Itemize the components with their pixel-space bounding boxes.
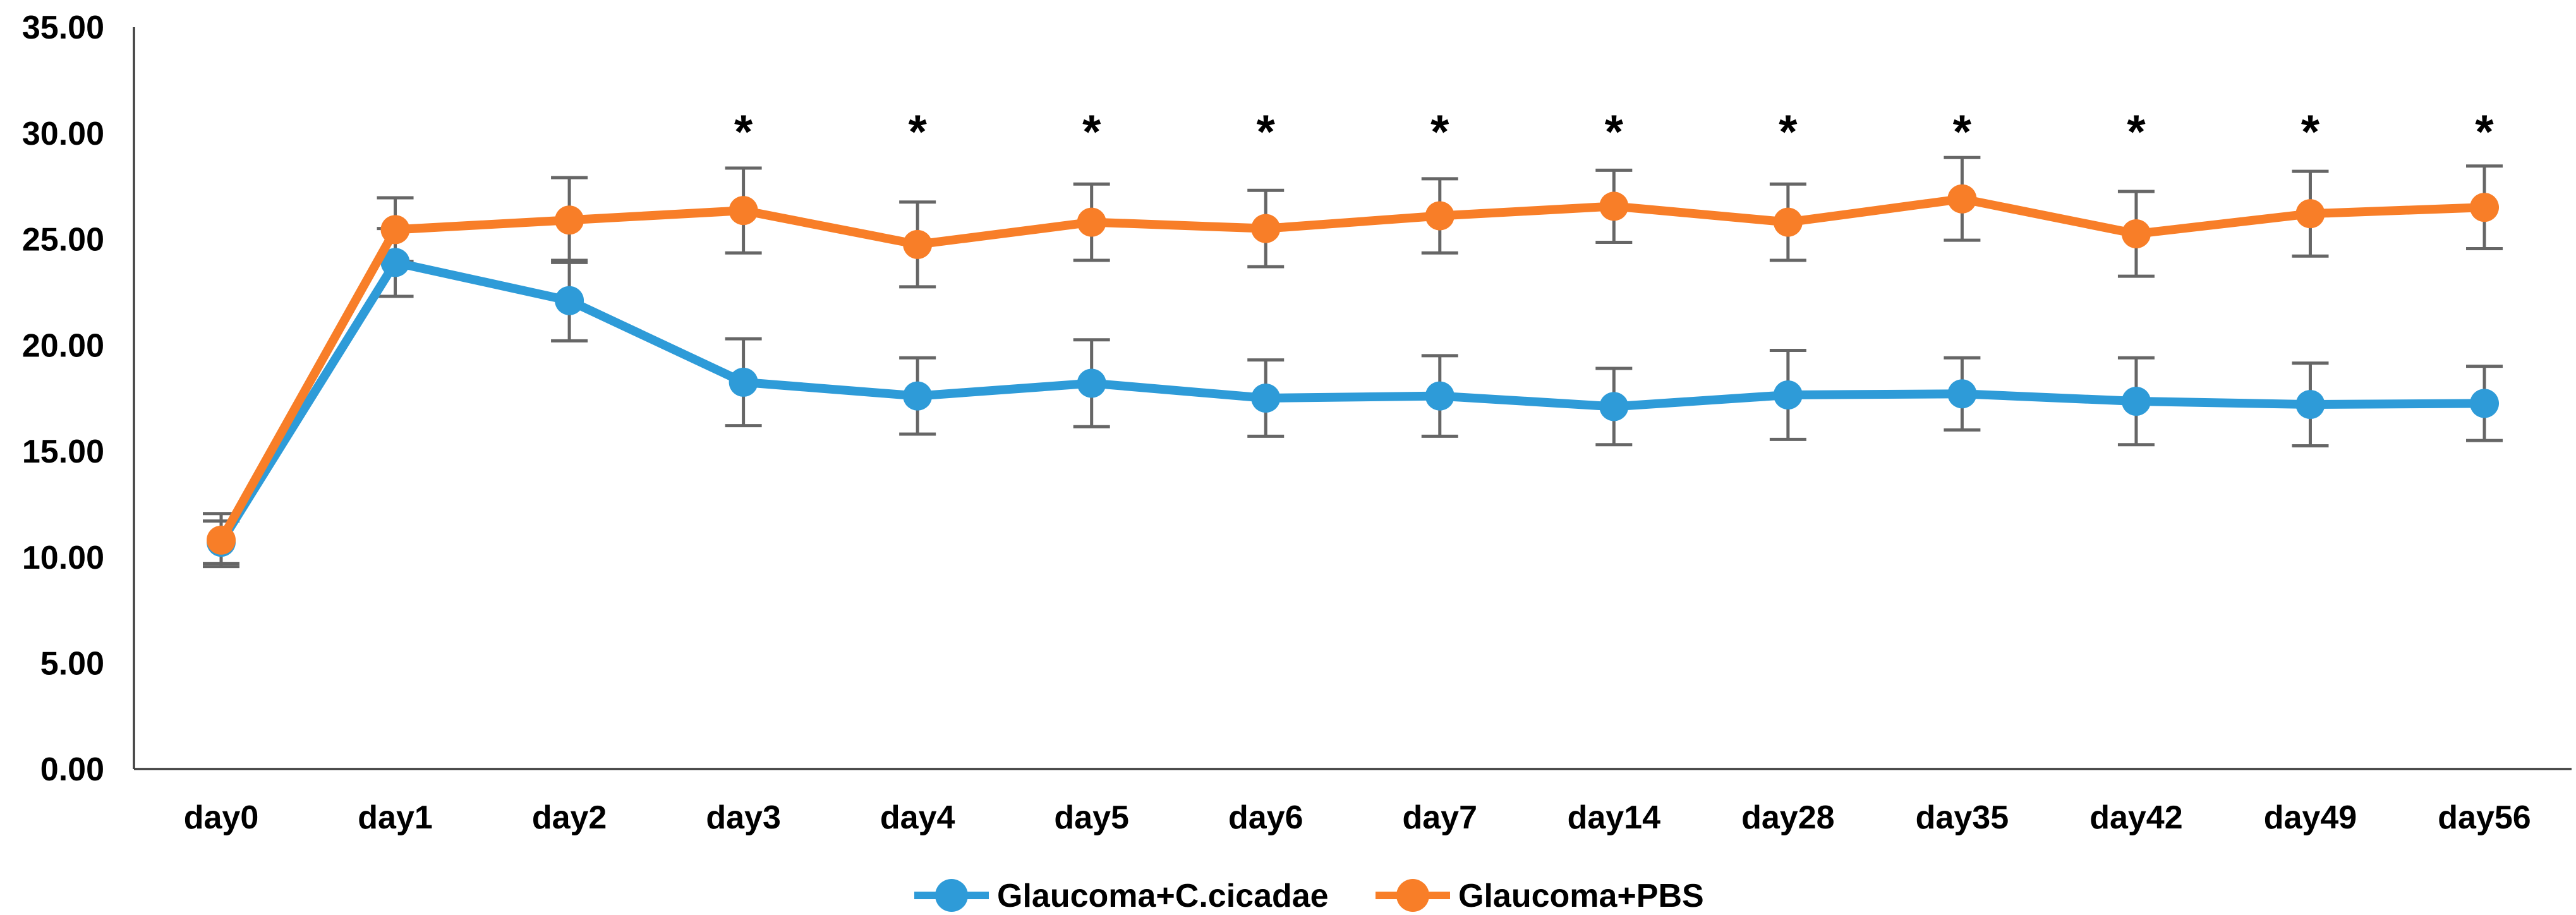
data-point-marker: [1077, 368, 1106, 398]
data-point-marker: [2121, 219, 2151, 249]
data-point-marker: [1773, 380, 1803, 409]
x-category-label: day2: [532, 799, 607, 836]
x-category-label: day7: [1403, 799, 1478, 836]
data-point-marker: [380, 215, 410, 245]
data-point-marker: [1251, 214, 1281, 243]
data-point-marker: [1425, 201, 1454, 231]
y-tick-label: 30.00: [22, 116, 104, 152]
significance-asterisk: *: [2127, 105, 2146, 158]
significance-asterisk: *: [1605, 105, 1624, 158]
legend-marker-dot-icon: [1396, 879, 1429, 912]
significance-asterisk: *: [734, 105, 753, 158]
data-point-marker: [903, 229, 933, 259]
significance-asterisk: *: [1779, 105, 1798, 158]
data-point-marker: [1947, 184, 1977, 214]
legend-label: Glaucoma+PBS: [1458, 878, 1704, 914]
data-point-marker: [1947, 379, 1977, 409]
significance-asterisk: *: [2301, 105, 2320, 158]
x-category-label: day5: [1054, 799, 1129, 836]
data-point-marker: [555, 286, 584, 315]
data-point-marker: [729, 196, 758, 226]
legend-marker-dot-icon: [935, 879, 968, 912]
x-category-label: day1: [358, 799, 433, 836]
x-category-label: day6: [1228, 799, 1303, 836]
data-point-marker: [2295, 390, 2325, 420]
data-point-marker: [2295, 199, 2325, 229]
y-tick-label: 10.00: [22, 540, 104, 576]
data-point-marker: [729, 367, 758, 397]
x-category-label: day42: [2089, 799, 2182, 836]
x-category-label: day28: [1741, 799, 1834, 836]
x-category-label: day3: [706, 799, 781, 836]
data-point-marker: [1077, 207, 1106, 237]
data-point-marker: [903, 381, 933, 411]
y-tick-label: 15.00: [22, 433, 104, 470]
data-point-marker: [2470, 389, 2500, 418]
x-category-label: day14: [1568, 799, 1661, 836]
data-point-marker: [1251, 384, 1281, 413]
series-line-glaucoma-pbs: [217, 194, 2489, 545]
x-category-label: day4: [880, 799, 955, 836]
legend-label: Glaucoma+C.cicadae: [997, 878, 1329, 914]
x-category-label: day35: [1916, 799, 2009, 836]
data-point-marker: [207, 525, 236, 555]
data-point-marker: [2470, 193, 2500, 222]
data-point-marker: [1425, 381, 1454, 411]
x-category-label: day49: [2264, 799, 2357, 836]
significance-asterisk: *: [1257, 105, 1276, 158]
data-point-marker: [555, 205, 584, 235]
data-point-marker: [380, 248, 410, 277]
y-tick-label: 20.00: [22, 327, 104, 364]
y-tick-label: 0.00: [40, 751, 104, 788]
data-point-marker: [1773, 207, 1803, 237]
data-point-marker: [1599, 392, 1629, 421]
y-tick-label: 5.00: [40, 645, 104, 682]
y-tick-label: 35.00: [22, 9, 104, 46]
significance-asterisk: *: [1082, 105, 1101, 158]
series-line-glaucoma-c-cicadae: [217, 258, 2489, 547]
data-point-marker: [1599, 191, 1629, 221]
x-category-label: day0: [184, 799, 259, 836]
significance-asterisk: *: [1430, 105, 1449, 158]
data-point-marker: [2121, 387, 2151, 416]
significance-asterisk: *: [2475, 105, 2494, 158]
x-category-label: day56: [2438, 799, 2531, 836]
y-tick-label: 25.00: [22, 222, 104, 258]
significance-asterisk: *: [1953, 105, 1972, 158]
significance-asterisk: *: [909, 105, 928, 158]
